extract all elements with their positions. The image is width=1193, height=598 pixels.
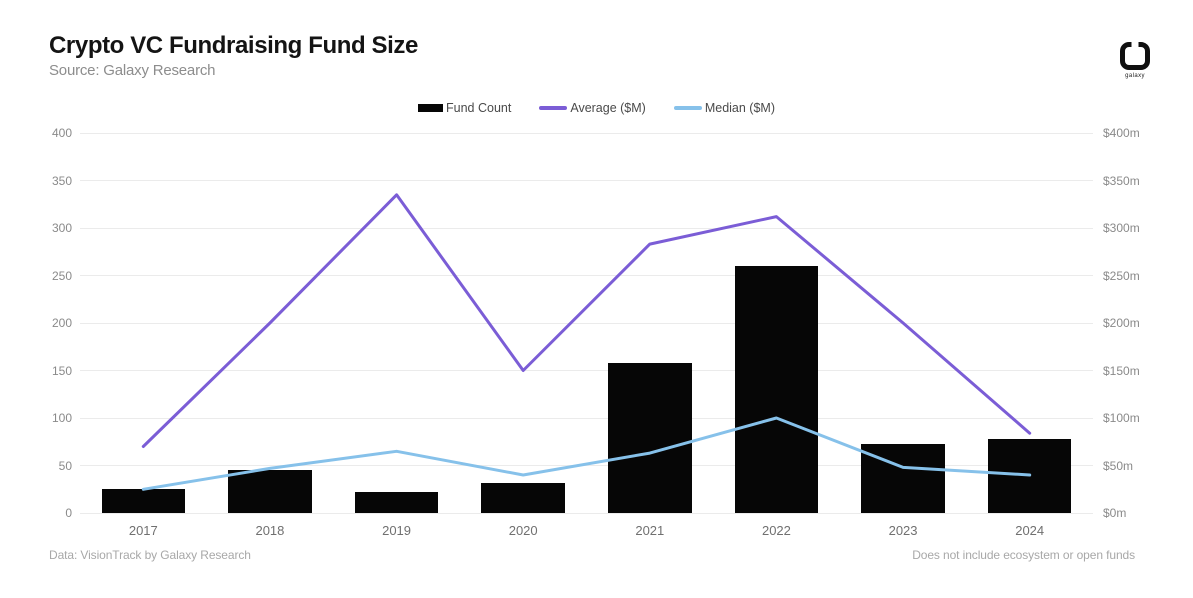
left-axis: 0 50 100 150 200 250 300 350 400 xyxy=(0,126,72,520)
gridline xyxy=(80,417,1093,419)
y-tick-label-right: $400m xyxy=(1103,126,1140,140)
x-tick-label-2017: 2017 xyxy=(128,523,158,538)
x-tick-label-2019: 2019 xyxy=(382,523,412,538)
legend-item-median-m: Median ($M) xyxy=(673,101,775,115)
legend-label: Median ($M) xyxy=(704,101,775,115)
x-tick-label-2024: 2024 xyxy=(1015,523,1045,538)
y-tick-label-left: 50 xyxy=(58,458,72,473)
fund-count-bar-2018 xyxy=(228,470,312,513)
y-tick-label-left: 300 xyxy=(51,221,72,235)
right-axis: $0m $50m $100m $150m $200m $250m $300m $350m $40… xyxy=(1103,126,1189,520)
y-tick-label-right: $250m xyxy=(1103,268,1140,283)
y-tick-label-right: $350m xyxy=(1103,173,1140,188)
galaxy-logo-text: galaxy xyxy=(1125,73,1145,79)
gridline xyxy=(80,132,1093,134)
data-source-note: Data: VisionTrack by Galaxy Research xyxy=(49,548,251,562)
y-tick-label-left: 150 xyxy=(51,363,72,378)
gridline xyxy=(80,180,1093,181)
y-tick-label-left: 400 xyxy=(51,126,72,140)
median-m-line xyxy=(141,416,1032,491)
gridline xyxy=(80,227,1093,229)
bar-swatch-icon xyxy=(418,104,443,112)
y-tick-label-right: $200m xyxy=(1103,316,1140,330)
gridline xyxy=(80,275,1093,276)
x-tick-label-2022: 2022 xyxy=(761,523,791,538)
gridline xyxy=(80,322,1093,324)
x-tick-label-2018: 2018 xyxy=(255,523,285,538)
plot-area: 2017 2018 2019 2020 2021 2022 2023 2024 xyxy=(80,132,1093,538)
gridline xyxy=(80,370,1093,371)
x-tick-label-2023: 2023 xyxy=(888,523,918,538)
fund-count-bar-2019 xyxy=(354,492,439,513)
y-tick-label-right: $300m xyxy=(1103,221,1140,235)
galaxy-logo: galaxy xyxy=(1111,42,1159,79)
fund-count-bar-2017 xyxy=(101,489,186,513)
page-title: Crypto VC Fundraising Fund Size xyxy=(49,32,418,59)
line-series-layer xyxy=(141,193,1032,491)
galaxy-logo-icon xyxy=(1120,42,1150,70)
y-tick-label-left: 250 xyxy=(51,268,72,283)
fund-count-bar-2022 xyxy=(734,266,819,513)
legend-label: Average ($M) xyxy=(570,101,646,115)
legend-item-average-m: Average ($M) xyxy=(539,101,646,115)
chart-subtitle: Source: Galaxy Research xyxy=(49,62,216,79)
y-tick-label-right: $150m xyxy=(1103,363,1140,378)
y-tick-label-right: $100m xyxy=(1103,411,1140,425)
line-swatch-icon xyxy=(673,106,702,110)
y-tick-label-left: 200 xyxy=(51,316,72,330)
average-m-line xyxy=(141,193,1032,448)
x-tick-label-2021: 2021 xyxy=(635,523,665,538)
fund-count-bar-2021 xyxy=(608,362,692,513)
chart-legend: Fund Count Average ($M) Median ($M) xyxy=(0,101,1193,115)
fund-count-bar-2020 xyxy=(481,482,565,513)
line-swatch-icon xyxy=(539,106,568,110)
y-tick-label-left: 350 xyxy=(51,173,72,188)
x-tick-label-2020: 2020 xyxy=(508,523,538,538)
legend-item-fund-count: Fund Count xyxy=(418,101,511,115)
gridline xyxy=(80,512,1093,514)
disclaimer-note: Does not include ecosystem or open funds xyxy=(912,548,1135,562)
y-tick-label-right: $0m xyxy=(1103,506,1127,520)
y-tick-label-right: $50m xyxy=(1103,458,1134,473)
y-tick-label-left: 100 xyxy=(51,411,72,425)
y-tick-label-left: 0 xyxy=(65,506,72,520)
legend-label: Fund Count xyxy=(446,101,512,115)
